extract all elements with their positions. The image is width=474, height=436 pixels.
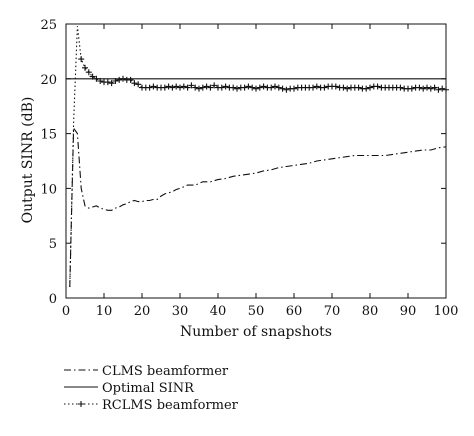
data-point (256, 84, 263, 91)
x-tick-label: 90 (400, 304, 417, 319)
data-point (97, 77, 104, 84)
data-point (173, 83, 180, 90)
data-point (310, 84, 316, 91)
data-point (150, 83, 157, 90)
data-point (127, 76, 134, 83)
data-point (199, 84, 206, 91)
x-axis-label: Number of snapshots (180, 324, 332, 340)
data-point (196, 85, 202, 92)
y-tick-label: 15 (40, 128, 57, 143)
x-tick-label: 60 (286, 304, 303, 319)
data-point (332, 83, 339, 90)
x-tick-label: 80 (362, 304, 379, 319)
y-tick-label: 10 (40, 182, 57, 197)
data-point (272, 83, 278, 90)
data-point (363, 85, 370, 92)
legend-label: Optimal SINR (102, 381, 195, 396)
data-point (184, 84, 191, 91)
data-point (165, 83, 172, 90)
data-point (340, 84, 347, 91)
data-point (85, 69, 92, 76)
data-point (192, 84, 199, 91)
x-tick-label: 70 (324, 304, 341, 319)
data-point (104, 79, 111, 86)
data-point (180, 83, 187, 90)
data-point (367, 84, 373, 91)
x-tick-label: 50 (248, 304, 265, 319)
data-point (218, 84, 225, 91)
data-point (420, 85, 427, 92)
series-line-1 (69, 126, 447, 288)
axes-layer: 0 10 20 30 40 50 60 70 80 90 100 0 5 10 15 20 25 (40, 18, 458, 319)
data-point (241, 84, 248, 91)
data-point (344, 85, 351, 92)
data-point (424, 84, 430, 91)
data-point (374, 83, 381, 90)
data-point (260, 83, 267, 90)
legend-label: CLMS beamformer (102, 364, 229, 379)
data-point (279, 85, 286, 92)
data-point (245, 83, 252, 90)
x-tick-label: 40 (210, 304, 227, 319)
data-point (222, 83, 229, 90)
data-point (161, 84, 168, 91)
data-point (408, 85, 415, 92)
data-point (253, 85, 259, 92)
data-point (313, 83, 320, 90)
data-point (120, 75, 126, 82)
data-point (397, 84, 404, 91)
data-point (135, 81, 142, 88)
data-point (146, 84, 153, 91)
data-point (112, 77, 119, 84)
data-point (439, 85, 446, 92)
data-point (177, 84, 183, 91)
x-tick-label: 30 (172, 304, 189, 319)
data-point (93, 75, 100, 82)
series-line-3 (69, 26, 447, 288)
data-point (211, 82, 218, 89)
legend: CLMS beamformer Optimal SINR RCLMS beamfor… (64, 364, 239, 413)
data-point (78, 56, 85, 63)
data-point (435, 86, 442, 93)
x-tick-label: 100 (434, 304, 459, 319)
legend-label: RCLMS beamformer (102, 398, 239, 413)
legend-marker (78, 401, 84, 407)
y-axis-label: Output SINR (dB) (20, 97, 36, 224)
y-tick-label: 0 (49, 292, 57, 307)
data-point (207, 84, 214, 91)
series-layer (66, 26, 449, 288)
data-point (431, 84, 438, 91)
data-point (234, 85, 240, 92)
x-tick-label: 10 (96, 304, 113, 319)
data-point (108, 80, 115, 87)
data-point (188, 82, 195, 89)
data-point (321, 84, 328, 91)
data-point (230, 84, 237, 91)
plot-frame (65, 23, 447, 299)
data-point (283, 86, 290, 93)
data-point (427, 85, 434, 92)
data-point (169, 84, 176, 91)
data-point (82, 64, 88, 71)
data-point (291, 85, 297, 92)
y-tick-label: 25 (40, 18, 57, 33)
y-tick-label: 5 (49, 237, 57, 252)
x-tick-label: 0 (62, 304, 70, 319)
data-point (355, 84, 362, 91)
data-point (203, 83, 210, 90)
x-tick-label: 20 (134, 304, 151, 319)
data-point (249, 84, 256, 91)
data-point (131, 80, 138, 87)
data-point (275, 84, 282, 91)
y-tick-label: 20 (40, 73, 57, 88)
data-point (116, 76, 123, 83)
data-point (268, 84, 275, 91)
data-point (416, 84, 423, 91)
data-point (89, 73, 96, 80)
